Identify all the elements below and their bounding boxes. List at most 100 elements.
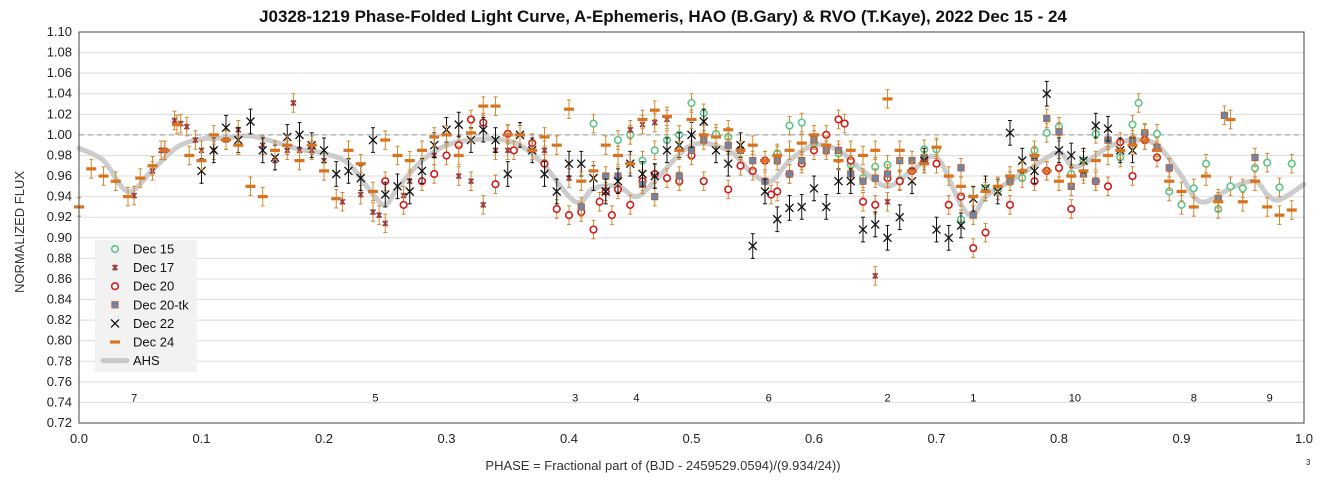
y-tick-label: 0.80 (47, 333, 72, 348)
marker-x (192, 136, 199, 144)
marker-x (111, 264, 119, 271)
marker-dash (1127, 143, 1138, 147)
marker-circle (895, 177, 904, 186)
marker-circle (785, 121, 794, 130)
marker-circle (1287, 159, 1296, 168)
dip-label-9: 9 (1267, 392, 1273, 404)
marker-dash (417, 148, 427, 152)
marker-dash (1054, 179, 1064, 183)
y-tick-label: 0.84 (47, 292, 72, 307)
legend-label: Dec 20-tk (133, 297, 189, 312)
marker-x (564, 159, 574, 169)
marker-dash (294, 159, 305, 163)
marker-square (871, 174, 879, 182)
x-tick-label: 1.0 (1295, 431, 1313, 446)
marker-dash (980, 189, 991, 194)
marker-dash (1090, 159, 1101, 163)
marker-dash (796, 141, 807, 145)
marker-square (675, 172, 683, 180)
marker-dash (735, 148, 746, 152)
legend-label: Dec 15 (133, 242, 174, 257)
marker-x (650, 171, 660, 181)
marker-dash (600, 143, 611, 147)
marker-x (209, 145, 219, 155)
marker-dash (1262, 205, 1273, 209)
marker-dash (110, 179, 121, 183)
marker-dash (159, 148, 170, 152)
marker-x (1054, 145, 1064, 155)
marker-x (699, 117, 709, 126)
marker-dash (221, 138, 231, 142)
marker-x (687, 130, 696, 140)
marker-x (405, 187, 415, 196)
marker-dash (441, 133, 452, 137)
marker-dash (1176, 189, 1187, 194)
x-tick-label: 0.3 (437, 431, 455, 446)
series-dec-24 (74, 89, 1297, 225)
marker-dash (466, 131, 476, 135)
marker-dash (723, 128, 734, 132)
y-tick-label: 0.96 (47, 168, 72, 183)
marker-x (552, 187, 562, 196)
marker-dash (1201, 174, 1211, 178)
marker-circle (430, 169, 439, 179)
marker-x (858, 225, 868, 235)
marker-circle (466, 115, 476, 124)
marker-circle (736, 161, 745, 170)
marker-x (246, 117, 255, 126)
marker-dash (662, 114, 672, 118)
marker-dash (539, 135, 550, 139)
y-tick-label: 0.76 (47, 374, 72, 389)
marker-dash (551, 143, 562, 147)
marker-dash (1237, 200, 1248, 204)
marker-dash (172, 123, 182, 127)
marker-dash (1225, 117, 1236, 122)
x-tick-label: 0.8 (1050, 431, 1068, 446)
marker-dash (380, 138, 391, 142)
marker-x (197, 166, 206, 176)
marker-x (772, 214, 782, 224)
marker-dash (1164, 179, 1175, 183)
marker-dash (1041, 169, 1052, 173)
marker-dash (184, 153, 195, 158)
marker-circle (1238, 184, 1247, 193)
y-tick-label: 0.74 (47, 394, 72, 409)
marker-circle (1103, 182, 1113, 191)
marker-x (821, 202, 831, 212)
marker-square (1220, 111, 1228, 119)
marker-dash (245, 184, 256, 188)
marker-dash (907, 169, 917, 173)
marker-x (576, 159, 586, 169)
marker-dash (490, 104, 501, 108)
marker-x (258, 145, 268, 155)
marker-circle (1067, 204, 1076, 214)
x-tick-label: 0.9 (1172, 431, 1190, 446)
marker-x (884, 198, 891, 205)
marker-square (1055, 128, 1063, 136)
marker-x (455, 172, 462, 180)
marker-x (417, 166, 427, 176)
marker-dash (564, 107, 574, 111)
marker-square (602, 172, 610, 180)
dip-label-1: 1 (970, 392, 976, 404)
marker-x (895, 212, 905, 222)
legend-label: Dec 24 (133, 335, 174, 350)
marker-dash (588, 169, 599, 173)
marker-x (907, 176, 917, 186)
marker-dash (270, 148, 280, 152)
marker-dash (110, 340, 120, 344)
marker-dash (686, 117, 697, 122)
marker-x (870, 219, 880, 229)
marker-dash (747, 143, 758, 147)
marker-circle (110, 282, 120, 291)
marker-circle (1005, 200, 1015, 209)
y-tick-label: 0.72 (47, 415, 72, 430)
marker-circle (626, 200, 635, 209)
legend-label: Dec 17 (133, 260, 174, 275)
marker-dash (282, 143, 293, 147)
marker-circle (589, 119, 598, 128)
marker-x (1103, 124, 1113, 134)
marker-dash (882, 97, 893, 101)
marker-square (1165, 164, 1173, 172)
